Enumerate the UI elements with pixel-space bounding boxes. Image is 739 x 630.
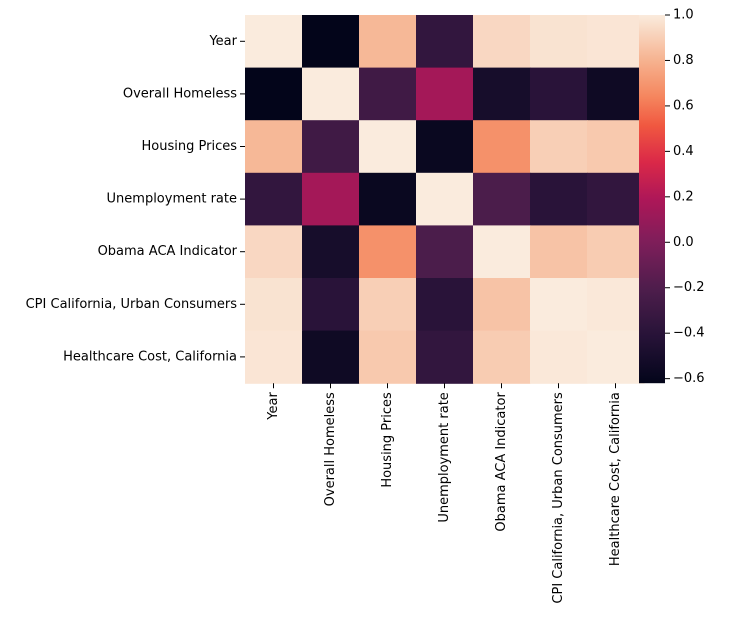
heatmap-cell [530, 330, 588, 384]
heatmap-cell [473, 15, 531, 69]
heatmap-cell [587, 67, 645, 121]
heatmap-cell [359, 225, 417, 279]
heatmap-cell [530, 278, 588, 332]
colorbar-tick-label: −0.2 [673, 280, 705, 295]
heatmap-cell [302, 330, 360, 384]
heatmap-cell [416, 278, 474, 332]
heatmap-cell [245, 120, 303, 174]
heatmap-cell [587, 225, 645, 279]
heatmap-cell [416, 330, 474, 384]
heatmap-cell [302, 15, 360, 69]
colorbar-tick-label: −0.6 [673, 371, 705, 386]
x-tick-label: Housing Prices [380, 392, 395, 488]
y-tick-label: CPI California, Urban Consumers [26, 297, 238, 312]
heatmap-cell [302, 172, 360, 226]
heatmap-cell [302, 225, 360, 279]
heatmap-cell [245, 278, 303, 332]
heatmap-cell [245, 172, 303, 226]
heatmap-cell [359, 172, 417, 226]
y-tick-label: Healthcare Cost, California [63, 349, 237, 364]
x-tick-label: Overall Homeless [323, 392, 338, 506]
heatmap-cell [530, 15, 588, 69]
x-tick-label: Unemployment rate [437, 392, 452, 522]
heatmap-cell [359, 15, 417, 69]
heatmap-cell [302, 278, 360, 332]
colorbar-tick-label: 0.2 [673, 189, 694, 204]
heatmap-cell [530, 225, 588, 279]
heatmap-cell [416, 15, 474, 69]
heatmap-cell [416, 225, 474, 279]
heatmap-cell [587, 120, 645, 174]
x-tick-label: Obama ACA Indicator [494, 392, 509, 532]
y-tick-label: Unemployment rate [107, 192, 237, 207]
heatmap-cells [245, 15, 645, 384]
heatmap-cell [587, 172, 645, 226]
colorbar-tick-label: −0.4 [673, 326, 705, 341]
heatmap-cell [416, 120, 474, 174]
heatmap-cell [530, 67, 588, 121]
heatmap-cell [473, 120, 531, 174]
x-tick-label: CPI California, Urban Consumers [551, 392, 566, 604]
y-tick-label: Overall Homeless [123, 86, 237, 101]
heatmap-cell [416, 172, 474, 226]
heatmap-cell [359, 67, 417, 121]
heatmap-cell [587, 278, 645, 332]
heatmap-cell [359, 330, 417, 384]
heatmap-cell [416, 67, 474, 121]
heatmap-cell [530, 172, 588, 226]
heatmap-cell [245, 15, 303, 69]
x-tick-label: Year [266, 392, 281, 421]
y-tick-label: Obama ACA Indicator [98, 244, 238, 259]
heatmap-cell [359, 278, 417, 332]
colorbar-tick-label: 0.8 [673, 53, 694, 68]
heatmap-cell [587, 330, 645, 384]
colorbar-tick-label: 0.4 [673, 144, 694, 159]
heatmap-cell [473, 225, 531, 279]
heatmap-cell [245, 330, 303, 384]
heatmap-cell [473, 172, 531, 226]
x-tick-label: Healthcare Cost, California [608, 392, 623, 566]
heatmap-cell [245, 225, 303, 279]
heatmap-cell [473, 278, 531, 332]
heatmap-cell [359, 120, 417, 174]
colorbar-tick-label: 0.6 [673, 98, 694, 113]
heatmap-cell [302, 67, 360, 121]
colorbar: −0.6 −0.4 −0.2 0.0 0.2 0.4 0.6 0.8 1.0 [639, 8, 705, 386]
heatmap-cell [302, 120, 360, 174]
y-tick-label: Housing Prices [142, 139, 238, 154]
heatmap-cell [530, 120, 588, 174]
heatmap-cell [473, 330, 531, 384]
y-tick-label: Year [208, 34, 237, 49]
heatmap-cell [245, 67, 303, 121]
colorbar-tick-label: 1.0 [673, 8, 694, 23]
heatmap-cell [473, 67, 531, 121]
heatmap-cell [587, 15, 645, 69]
colorbar-gradient [639, 15, 665, 384]
column-labels: Year Overall Homeless Housing Prices Unempl… [266, 383, 623, 604]
colorbar-tick-label: 0.0 [673, 235, 694, 250]
row-labels: Year Overall Homeless Housing Prices Unempl… [26, 34, 245, 364]
